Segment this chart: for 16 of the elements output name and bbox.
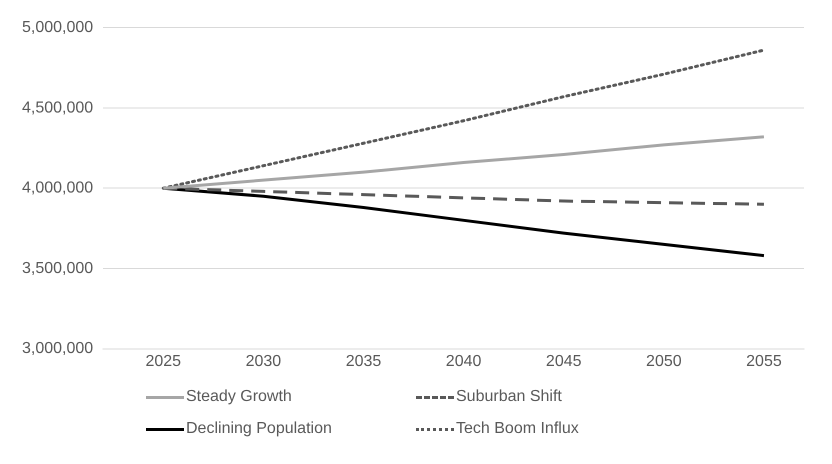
legend-label: Steady Growth bbox=[186, 388, 292, 406]
x-tick-label: 2045 bbox=[546, 352, 582, 370]
x-tick-label: 2050 bbox=[646, 352, 682, 370]
y-tick-label: 3,000,000 bbox=[22, 340, 94, 358]
x-tick-label: 2030 bbox=[246, 352, 282, 370]
x-tick-label: 2055 bbox=[746, 352, 782, 370]
y-tick-label: 4,500,000 bbox=[22, 99, 94, 116]
y-tick-label: 4,000,000 bbox=[22, 180, 94, 197]
x-tick-label: 2035 bbox=[346, 352, 382, 370]
legend-label: Declining Population bbox=[186, 420, 332, 438]
legend-label: Suburban Shift bbox=[456, 388, 562, 406]
x-tick-label: 2025 bbox=[145, 352, 182, 370]
y-tick-label: 5,000,000 bbox=[22, 19, 94, 36]
legend-label: Tech Boom Influx bbox=[456, 420, 579, 438]
x-tick-label: 2040 bbox=[446, 352, 482, 370]
y-tick-label: 3,500,000 bbox=[22, 260, 94, 277]
